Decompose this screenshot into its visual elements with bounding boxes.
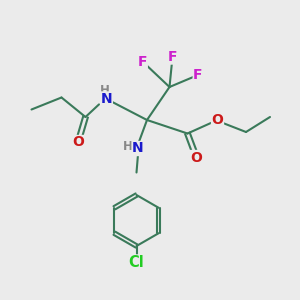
Text: N: N — [132, 142, 144, 155]
Text: O: O — [212, 113, 224, 127]
Text: N: N — [101, 92, 112, 106]
Text: O: O — [190, 151, 202, 164]
Text: Cl: Cl — [129, 255, 144, 270]
Text: O: O — [72, 136, 84, 149]
Text: H: H — [123, 140, 132, 154]
Text: F: F — [193, 68, 203, 82]
Text: F: F — [138, 55, 147, 68]
Text: F: F — [168, 50, 177, 64]
Text: H: H — [100, 84, 110, 97]
